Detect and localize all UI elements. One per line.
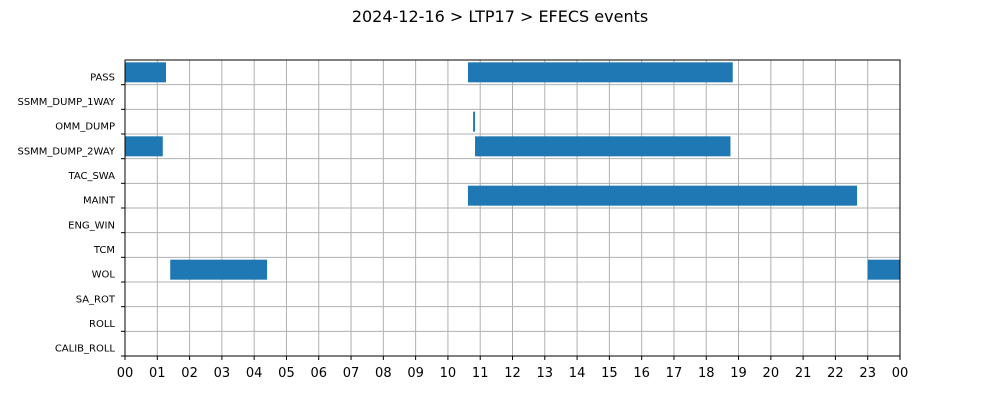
- x-tick-label: 09: [407, 366, 424, 381]
- y-tick-label: SSMM_DUMP_2WAY: [17, 146, 115, 157]
- x-tick-label: 23: [859, 366, 876, 381]
- event-bar-pass: [467, 62, 733, 83]
- x-tick-label: 12: [504, 366, 521, 381]
- x-tick-label: 00: [892, 366, 909, 381]
- y-tick-label: SA_ROT: [76, 294, 116, 305]
- x-tick-label: 16: [633, 366, 650, 381]
- x-tick-label: 14: [569, 366, 586, 381]
- event-bar-ssmm-dump-2way: [475, 136, 731, 157]
- x-tick-label: 10: [440, 366, 457, 381]
- event-bar-ssmm-dump-2way: [125, 136, 163, 157]
- event-bar-pass: [125, 62, 167, 83]
- event-bar-omm-dump: [473, 111, 476, 132]
- x-tick-label: 18: [698, 366, 715, 381]
- y-tick-label: ROLL: [89, 319, 115, 330]
- event-bar-wol: [867, 259, 900, 280]
- x-tick-label: 00: [117, 366, 134, 381]
- x-tick-label: 06: [310, 366, 327, 381]
- grid: [125, 60, 900, 356]
- x-tick-label: 03: [214, 366, 231, 381]
- x-tick-label: 20: [763, 366, 780, 381]
- event-bar-maint: [467, 185, 858, 206]
- x-tick-label: 11: [472, 366, 489, 381]
- x-tick-label: 13: [537, 366, 554, 381]
- x-tick-label: 08: [375, 366, 392, 381]
- y-tick-label: TAC_SWA: [67, 171, 115, 182]
- x-tick-label: 15: [601, 366, 618, 381]
- y-tick-label: TCM: [93, 245, 115, 256]
- x-tick-label: 22: [827, 366, 844, 381]
- event-bars: [125, 62, 900, 280]
- chart-title: 2024-12-16 > LTP17 > EFECS events: [352, 7, 648, 26]
- y-axis: PASS SSMM_DUMP_1WAY OMM_DUMP SSMM_DUMP_2WAY…: [17, 72, 125, 357]
- x-tick-label: 19: [730, 366, 747, 381]
- y-tick-label: OMM_DUMP: [55, 122, 115, 133]
- y-tick-label: WOL: [92, 270, 116, 281]
- x-tick-label: 17: [666, 366, 683, 381]
- y-tick-label: SSMM_DUMP_1WAY: [17, 97, 115, 108]
- x-tick-label: 01: [149, 366, 166, 381]
- x-tick-label: 21: [795, 366, 812, 381]
- x-tick-label: 04: [246, 366, 263, 381]
- x-tick-label: 02: [181, 366, 198, 381]
- y-tick-label: PASS: [90, 72, 115, 83]
- event-bar-wol: [170, 259, 268, 280]
- x-tick-label: 07: [343, 366, 360, 381]
- x-axis: 00 01 02 03 04 05 06 07 08 09 10 11 12 13 14 15 16 17 18 19…: [117, 356, 909, 381]
- x-tick-label: 05: [278, 366, 295, 381]
- y-tick-label: CALIB_ROLL: [55, 344, 116, 355]
- y-tick-label: ENG_WIN: [68, 220, 115, 231]
- y-tick-label: MAINT: [83, 196, 116, 207]
